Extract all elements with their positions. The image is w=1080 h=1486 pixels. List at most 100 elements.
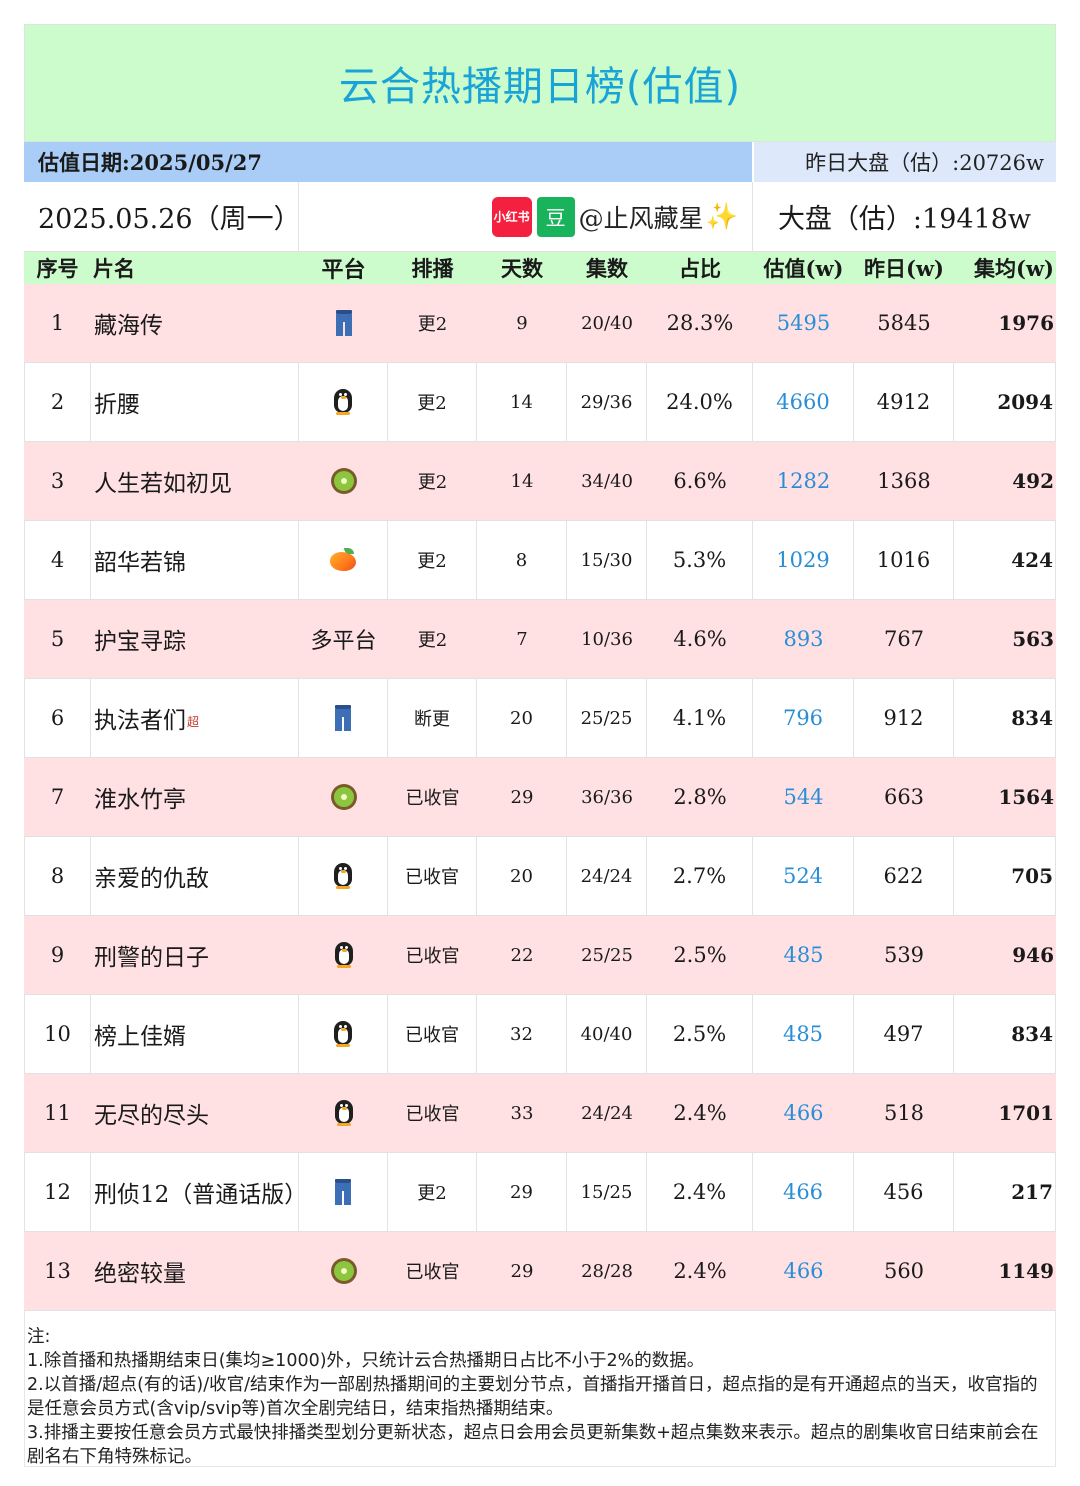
title-cell: 韶华若锦 [91, 521, 299, 599]
note-item: 1.除首播和热播期结束日(集均≥1000)外，只统计云合热播期日占比不小于2%的… [27, 1351, 705, 1371]
header-share: 占比 [679, 256, 721, 281]
platform-cell [299, 521, 388, 599]
show-title: 亲爱的仇敌 [94, 866, 209, 892]
jeans-icon [335, 705, 351, 731]
platform-cell [299, 1232, 388, 1310]
valuation-date-row: 估值日期:2025/05/27 昨日大盘（估）:20726w [24, 142, 1056, 182]
platform-cell [299, 995, 388, 1073]
show-title: 绝密较量 [94, 1261, 186, 1287]
days-cell: 7 [516, 628, 528, 650]
header-avg: 集均(w) [974, 256, 1054, 281]
notes-heading: 注: [27, 1327, 51, 1347]
share-cell: 2.8% [673, 785, 727, 809]
yesterday-cell: 456 [854, 1153, 954, 1231]
rank-cell: 7 [50, 785, 65, 809]
rank-cell: 3 [50, 469, 65, 493]
days-cell: 32 [477, 995, 567, 1073]
episodes-cell: 20/40 [581, 312, 633, 334]
estimate-cell: 466 [783, 1259, 824, 1283]
schedule-cell: 断更 [388, 679, 477, 757]
episodes-cell: 28/28 [581, 1260, 633, 1282]
yesterday-cell: 663 [883, 785, 925, 809]
show-title: 执法者们 [94, 708, 186, 734]
days-cell: 29 [510, 786, 534, 808]
estimate-cell: 1282 [776, 469, 831, 493]
yesterday-cell: 560 [883, 1259, 925, 1283]
show-title: 韶华若锦 [94, 550, 186, 576]
estimate-cell: 485 [753, 995, 854, 1073]
platform-cell [299, 758, 388, 836]
estimate-cell: 5495 [776, 311, 831, 335]
avg-cell: 834 [954, 995, 1056, 1073]
platform-cell [299, 916, 388, 994]
share-cell: 28.3% [666, 311, 734, 335]
table-row: 9 刑警的日子 已收官 22 25/25 2.5% 485 539 946 [24, 916, 1056, 995]
rank-cell: 4 [24, 521, 91, 599]
header-platform: 平台 [321, 257, 366, 283]
mango-icon [330, 548, 356, 572]
table-body: 1 藏海传 更2 9 20/40 28.3% 5495 5845 1976 2 折腰 更2 14 29/3… [24, 284, 1056, 1311]
estimate-cell: 485 [783, 943, 824, 967]
day-label: 2025.05.26（周一） [24, 182, 301, 251]
title-cell: 无尽的尽头 [91, 1074, 299, 1152]
estimate-cell: 1029 [753, 521, 854, 599]
episodes-cell: 10/36 [581, 628, 633, 650]
table-row: 3 人生若如初见 更2 14 34/40 6.6% 1282 1368 492 [24, 442, 1056, 521]
days-cell: 8 [477, 521, 567, 599]
header-episodes: 集数 [586, 256, 628, 281]
estimate-cell: 4660 [753, 363, 854, 441]
avg-cell: 2094 [954, 363, 1056, 441]
platform-cell [299, 284, 388, 362]
table-row: 7 淮水竹亭 已收官 29 36/36 2.8% 544 663 1564 [24, 758, 1056, 837]
platform-text: 多平台 [310, 629, 377, 654]
rank-cell: 1 [50, 311, 65, 335]
share-cell: 5.3% [647, 521, 753, 599]
share-cell: 4.6% [673, 627, 727, 651]
estimate-cell: 893 [783, 627, 824, 651]
douban-logo-icon: 豆 [536, 196, 575, 237]
jeans-icon [335, 1179, 351, 1205]
header-name: 片名 [93, 256, 135, 281]
superpoint-mark: 超 [187, 715, 200, 729]
table-row: 13 绝密较量 已收官 29 28/28 2.4% 466 560 1149 [24, 1232, 1056, 1311]
avg-cell: 563 [1012, 627, 1054, 651]
title-cell: 人生若如初见 [91, 442, 299, 520]
yesterday-cell: 1368 [877, 469, 931, 493]
table-header: 序号 片名 平台 排播 天数 集数 占比 估值(w) 昨日(w) 集均(w) [24, 252, 1056, 284]
episodes-cell: 34/40 [581, 470, 633, 492]
jeans-icon [335, 310, 352, 336]
schedule-cell: 更2 [388, 521, 477, 599]
penguin-icon [333, 863, 353, 889]
header-rank: 序号 [36, 256, 79, 281]
episodes-cell: 36/36 [581, 786, 633, 808]
title-cell: 刑侦12（普通话版） [91, 1153, 308, 1231]
share-cell: 2.4% [647, 1153, 753, 1231]
sparkle-icon: ✨ [705, 201, 738, 232]
market-total: 大盘（估）:19418w [777, 204, 1032, 235]
table-row: 12 刑侦12（普通话版） 更2 29 15/25 2.4% 466 456 217 [24, 1153, 1056, 1232]
avg-cell: 946 [1012, 943, 1054, 967]
author-handle: @止风藏星 [578, 203, 704, 233]
platform-cell [299, 363, 388, 441]
yesterday-cell: 518 [883, 1101, 925, 1125]
share-cell: 2.4% [673, 1259, 727, 1283]
schedule-cell: 更2 [388, 363, 477, 441]
penguin-icon [334, 1100, 354, 1126]
rank-cell: 6 [24, 679, 91, 757]
days-cell: 22 [510, 944, 534, 966]
days-cell: 29 [510, 1260, 534, 1282]
share-cell: 4.1% [647, 679, 753, 757]
title-cell: 折腰 [91, 363, 299, 441]
yesterday-cell: 497 [854, 995, 954, 1073]
share-cell: 2.7% [647, 837, 753, 915]
platform-cell [299, 1074, 388, 1152]
avg-cell: 424 [954, 521, 1056, 599]
page-title: 云合热播期日榜(估值) [338, 64, 742, 110]
avg-cell: 1564 [998, 785, 1054, 809]
show-title: 刑侦12（普通话版） [94, 1182, 308, 1208]
show-title: 护宝寻踪 [94, 629, 186, 655]
title-bar: 云合热播期日榜(估值) [24, 24, 1056, 142]
avg-cell: 1701 [998, 1101, 1054, 1125]
show-title: 无尽的尽头 [94, 1103, 209, 1129]
rank-cell: 12 [24, 1153, 91, 1231]
